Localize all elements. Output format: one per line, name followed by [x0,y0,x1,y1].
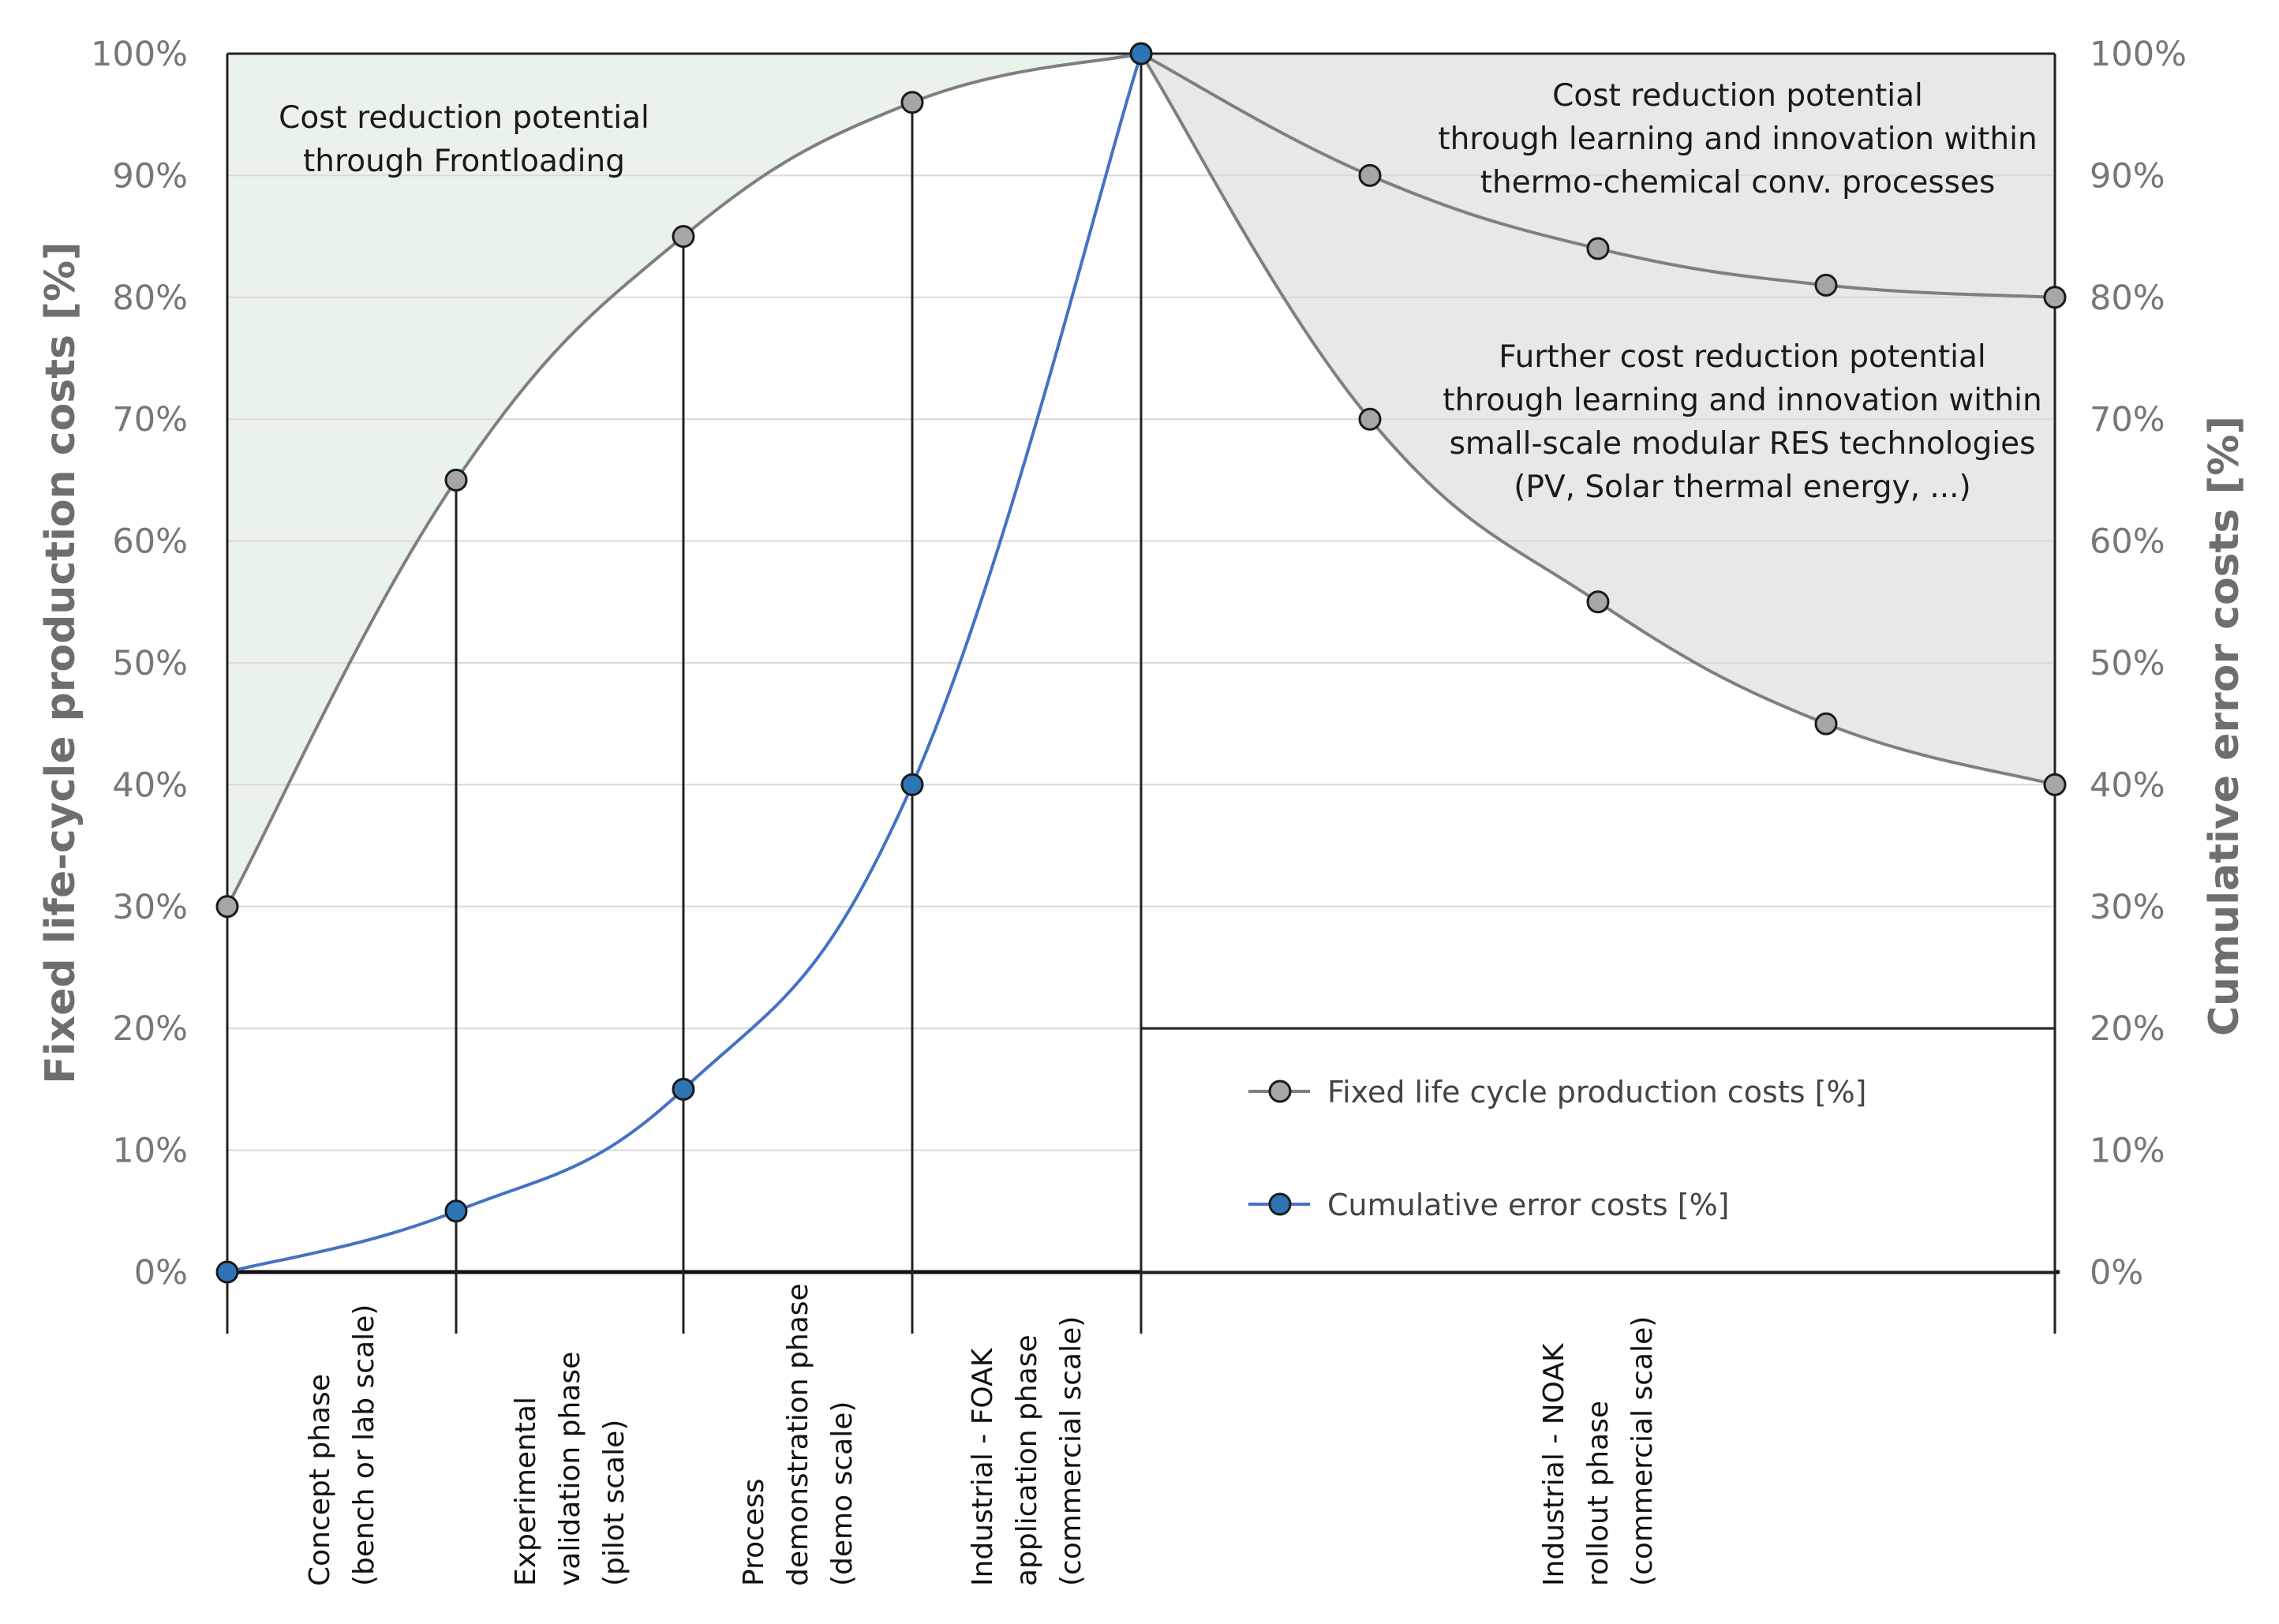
data-point [444,1199,468,1223]
frontloading-region [227,54,1141,907]
legend-label-fixed-costs: Fixed life cycle production costs [%] [1327,1075,1866,1109]
phase-label: demonstration phase [782,1283,814,1586]
y-axis-title-right: Cumulative error costs [%] [2201,416,2248,1036]
phase-label: Experimental [510,1397,542,1586]
series-line-2 [1140,52,2056,787]
y-tick-right: 80% [2090,279,2165,318]
data-point [215,1260,239,1284]
phase-label: Process [738,1478,770,1586]
data-point [900,773,924,796]
data-point [1129,42,1153,65]
data-point [1358,163,1382,187]
phase-label: Industrial - NOAK [1538,1342,1570,1586]
phase-label: (demo scale) [826,1401,859,1586]
data-point [2043,773,2067,796]
y-tick-right: 100% [2090,35,2187,74]
y-tick-left: 90% [112,156,188,196]
y-tick-right: 90% [2090,156,2165,196]
data-point [215,895,239,919]
annotation-2: Further cost reduction potential through … [1443,339,2041,505]
y-tick-left: 50% [112,644,188,683]
y-tick-right: 70% [2090,400,2165,440]
y-tick-right: 20% [2090,1009,2165,1049]
y-tick-right: 60% [2090,522,2165,562]
phase-label: rollout phase [1582,1401,1615,1586]
data-point [1814,712,1838,735]
phase-label: (commercial scale) [1626,1316,1659,1586]
data-point [900,91,924,114]
y-tick-right: 0% [2090,1253,2143,1293]
data-point [672,1077,695,1101]
data-point [672,225,695,249]
annotations: Cost reduction potential through Frontloa… [279,78,2042,1586]
annotation-1: Cost reduction potential through learning… [1438,78,2037,200]
y-tick-right: 50% [2090,644,2165,683]
series-line-0 [226,52,1142,907]
y-tick-left: 0% [134,1253,188,1293]
legend-marker-fixed-costs [1268,1080,1292,1103]
data-point [1358,407,1382,431]
phase-label: validation phase [554,1352,586,1586]
phase-label: application phase [1011,1334,1043,1586]
phase-label: Industrial - FOAK [967,1347,999,1586]
legend: Fixed life cycle production costs [%] Cu… [1140,1027,2056,1274]
y-axis-title-left: Fixed life-cycle production costs [%] [37,241,84,1084]
series-line-3 [226,53,1143,1274]
data-point [2043,286,2067,309]
y-tick-left: 20% [112,1009,188,1049]
data-point [444,468,468,492]
y-tick-left: 30% [112,888,188,927]
y-tick-left: 70% [112,400,188,440]
phase-label: (bench or lab scale) [348,1304,380,1586]
data-point [1586,590,1610,614]
y-tick-right: 40% [2090,765,2165,805]
y-tick-left: 100% [91,35,188,74]
y-tick-right: 10% [2090,1132,2165,1171]
y-tick-left: 10% [112,1132,188,1171]
legend-marker-error-costs [1268,1192,1292,1216]
series-points [215,42,2067,1284]
phase-label: Concept phase [304,1374,336,1586]
data-point [1814,273,1838,297]
tick-labels: 0% 0% 10% 10% 20% 20% 30% 30% 40% 40% 50% 50% 60% 60%… [91,35,2187,1293]
phase-label: (commercial scale) [1055,1316,1087,1586]
annotation-0: Cost reduction potential through Frontloa… [279,100,649,179]
legend-label-error-costs: Cumulative error costs [%] [1327,1188,1730,1222]
y-tick-left: 80% [112,279,188,318]
legend-box [1140,1027,2056,1274]
y-tick-left: 60% [112,522,188,562]
phase-label: (pilot scale) [598,1420,631,1586]
data-point [1586,237,1610,260]
y-tick-left: 40% [112,765,188,805]
y-tick-right: 30% [2090,888,2165,927]
